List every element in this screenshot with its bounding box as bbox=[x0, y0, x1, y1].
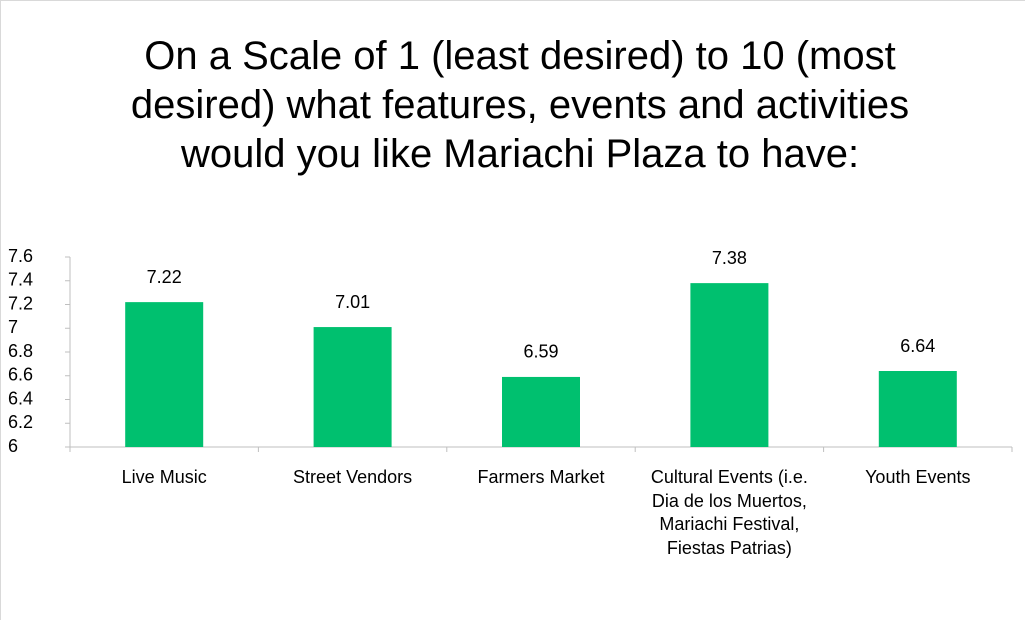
bar bbox=[878, 371, 957, 447]
chart-title: On a Scale of 1 (least desired) to 10 (m… bbox=[130, 34, 910, 176]
y-tick-label: 7.4 bbox=[8, 270, 33, 290]
x-tick-label: Street Vendors bbox=[293, 467, 413, 487]
y-tick-label: 7 bbox=[8, 317, 18, 337]
data-label: 7.01 bbox=[335, 292, 370, 312]
y-tick-label: 6.2 bbox=[8, 412, 33, 432]
y-tick-label: 7.6 bbox=[8, 246, 33, 266]
data-label: 6.64 bbox=[900, 336, 935, 356]
x-tick-label: Youth Events bbox=[865, 467, 971, 487]
x-tick-label: Farmers Market bbox=[477, 467, 605, 487]
x-tick-label: Live Music bbox=[121, 467, 207, 487]
bar bbox=[690, 283, 769, 447]
y-tick-label: 7.2 bbox=[8, 293, 33, 313]
data-label: 6.59 bbox=[523, 342, 558, 362]
data-label: 7.22 bbox=[147, 267, 182, 287]
bar bbox=[125, 302, 204, 447]
x-tick-label: Cultural Events (i.e. Dia de los Muertos… bbox=[650, 467, 808, 558]
y-tick-label: 6.8 bbox=[8, 341, 33, 361]
data-label: 7.38 bbox=[712, 248, 747, 268]
y-tick-label: 6.6 bbox=[8, 365, 33, 385]
y-tick-label: 6 bbox=[8, 436, 18, 456]
bar bbox=[502, 376, 580, 447]
y-tick-label: 6.4 bbox=[8, 388, 33, 408]
bar bbox=[313, 327, 392, 447]
